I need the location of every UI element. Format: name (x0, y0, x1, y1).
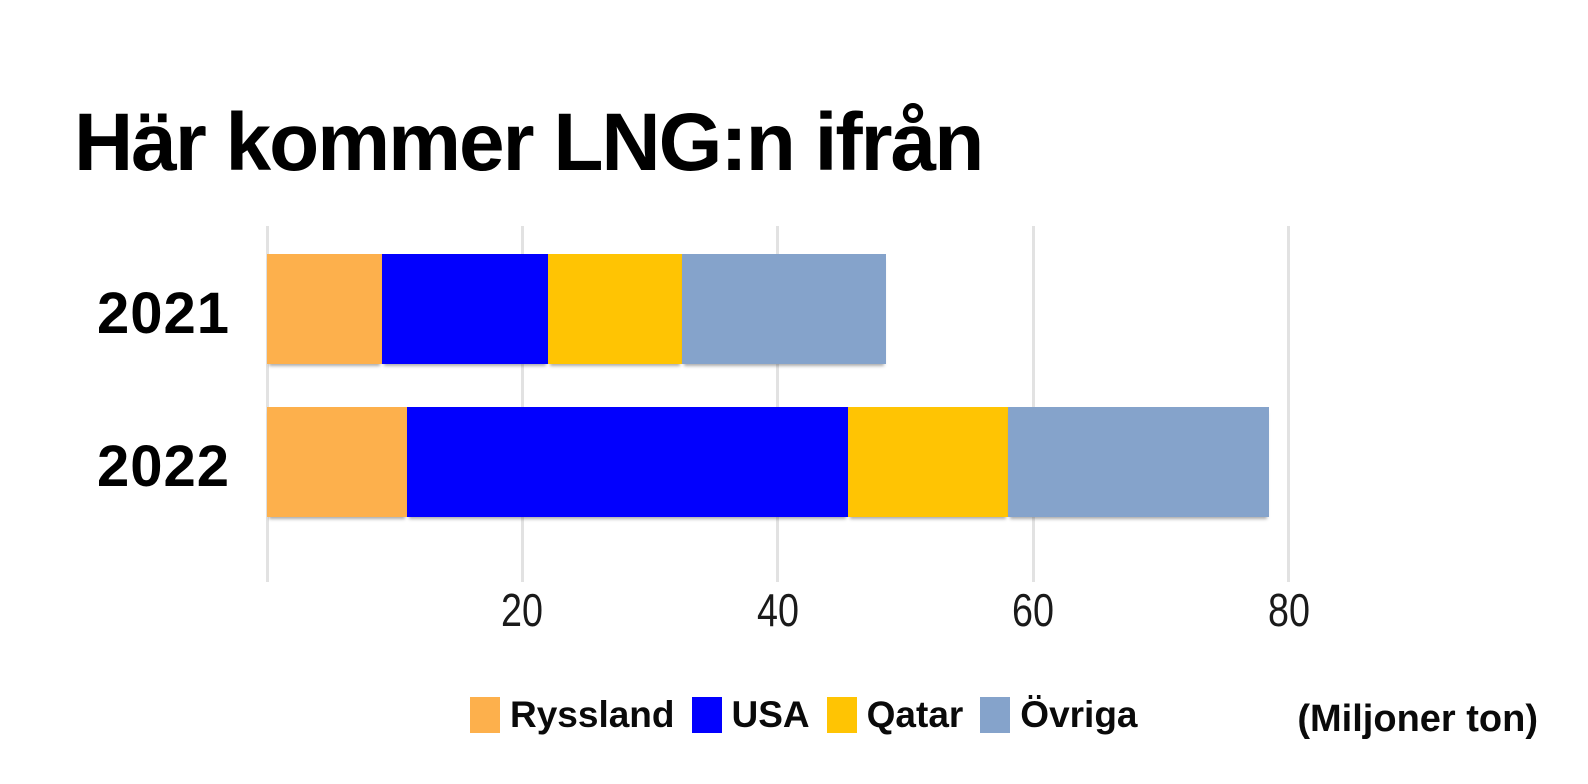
gridline-60 (1031, 226, 1035, 582)
legend-item-Qatar: Qatar (826, 694, 964, 736)
legend-swatch-Övriga (980, 697, 1011, 733)
bar-row-2021 (267, 254, 887, 364)
x-tick-label-20: 20 (501, 584, 544, 636)
x-tick-label-40: 40 (756, 584, 799, 636)
legend-item-Övriga: Övriga (980, 694, 1138, 736)
legend-label-Ryssland: Ryssland (510, 694, 675, 735)
bar-segment-Qatar-2021 (547, 254, 682, 364)
legend-swatch-USA (691, 697, 722, 733)
bar-segment-Ryssland-2021 (267, 254, 382, 364)
unit-label: (Miljoner ton) (1297, 698, 1538, 740)
legend-swatch-Ryssland (470, 697, 500, 733)
legend-label-Qatar: Qatar (866, 694, 964, 735)
bar-segment-Övriga-2022 (1007, 407, 1270, 517)
category-label-2021: 2021 (96, 281, 230, 346)
bar-segment-Ryssland-2022 (267, 407, 408, 517)
legend-item-USA: USA (691, 694, 810, 736)
x-tick-label-60: 60 (1012, 584, 1055, 636)
legend-label-USA: USA (731, 694, 810, 735)
legend-swatch-Qatar (826, 697, 857, 733)
bar-segment-USA-2021 (381, 254, 548, 364)
bar-segment-Övriga-2021 (682, 254, 887, 364)
bar-segment-USA-2022 (407, 407, 849, 517)
gridline-0 (265, 226, 269, 582)
x-tick-label-80: 80 (1267, 584, 1310, 636)
legend-label-Övriga: Övriga (1020, 694, 1138, 735)
legend-item-Ryssland: Ryssland (470, 694, 675, 736)
legend: Ryssland USA Qatar Övriga (470, 694, 1138, 736)
category-label-2022: 2022 (96, 434, 230, 499)
chart-title: Här kommer LNG:n ifrån (74, 97, 984, 188)
bar-segment-Qatar-2022 (848, 407, 1008, 517)
gridline-20 (520, 226, 524, 582)
bar-row-2022 (267, 407, 1270, 517)
gridline-80 (1287, 226, 1291, 582)
gridline-40 (776, 226, 780, 582)
